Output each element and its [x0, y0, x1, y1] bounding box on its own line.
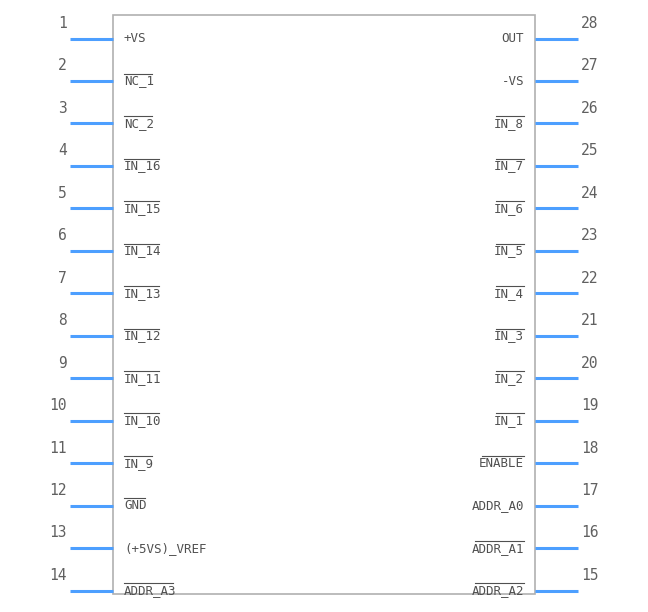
Text: OUT: OUT — [502, 32, 524, 45]
Text: IN_10: IN_10 — [124, 414, 161, 427]
Text: 20: 20 — [581, 356, 599, 371]
Text: NC_1: NC_1 — [124, 75, 154, 88]
Text: IN_15: IN_15 — [124, 202, 161, 215]
Text: IN_9: IN_9 — [124, 457, 154, 469]
Text: ADDR_A2: ADDR_A2 — [472, 584, 524, 597]
Text: 27: 27 — [581, 58, 599, 73]
Text: IN_3: IN_3 — [494, 329, 524, 342]
Text: IN_11: IN_11 — [124, 371, 161, 385]
Text: 24: 24 — [581, 186, 599, 201]
Text: ADDR_A3: ADDR_A3 — [124, 584, 176, 597]
Text: 12: 12 — [49, 483, 67, 498]
Text: 18: 18 — [581, 441, 599, 455]
Text: IN_1: IN_1 — [494, 414, 524, 427]
Text: IN_7: IN_7 — [494, 160, 524, 173]
Text: 17: 17 — [581, 483, 599, 498]
Text: ENABLE: ENABLE — [479, 457, 524, 469]
Text: 1: 1 — [58, 16, 67, 31]
Text: IN_12: IN_12 — [124, 329, 161, 342]
Text: 7: 7 — [58, 271, 67, 286]
Text: 21: 21 — [581, 313, 599, 328]
Text: ADDR_A0: ADDR_A0 — [472, 499, 524, 512]
Text: 19: 19 — [581, 398, 599, 413]
Text: IN_5: IN_5 — [494, 244, 524, 258]
Text: 22: 22 — [581, 271, 599, 286]
Text: 23: 23 — [581, 228, 599, 243]
Text: IN_4: IN_4 — [494, 287, 524, 300]
Text: 13: 13 — [49, 526, 67, 540]
Text: IN_6: IN_6 — [494, 202, 524, 215]
Text: IN_8: IN_8 — [494, 117, 524, 130]
Text: 26: 26 — [581, 101, 599, 116]
Text: 10: 10 — [49, 398, 67, 413]
Text: 5: 5 — [58, 186, 67, 201]
Text: +VS: +VS — [124, 32, 146, 45]
Text: IN_16: IN_16 — [124, 160, 161, 173]
Text: NC_2: NC_2 — [124, 117, 154, 130]
Text: 2: 2 — [58, 58, 67, 73]
Text: IN_14: IN_14 — [124, 244, 161, 258]
Text: 28: 28 — [581, 16, 599, 31]
Text: GND: GND — [124, 499, 146, 512]
Text: 15: 15 — [581, 568, 599, 583]
Text: ADDR_A1: ADDR_A1 — [472, 542, 524, 554]
Bar — [113, 15, 535, 594]
Text: IN_13: IN_13 — [124, 287, 161, 300]
Text: 4: 4 — [58, 143, 67, 159]
Text: IN_2: IN_2 — [494, 371, 524, 385]
Text: (+5VS)_VREF: (+5VS)_VREF — [124, 542, 206, 554]
Text: -VS: -VS — [502, 75, 524, 88]
Text: 25: 25 — [581, 143, 599, 159]
Text: 14: 14 — [49, 568, 67, 583]
Text: 3: 3 — [58, 101, 67, 116]
Text: 16: 16 — [581, 526, 599, 540]
Text: 11: 11 — [49, 441, 67, 455]
Text: 9: 9 — [58, 356, 67, 371]
Text: 8: 8 — [58, 313, 67, 328]
Text: 6: 6 — [58, 228, 67, 243]
